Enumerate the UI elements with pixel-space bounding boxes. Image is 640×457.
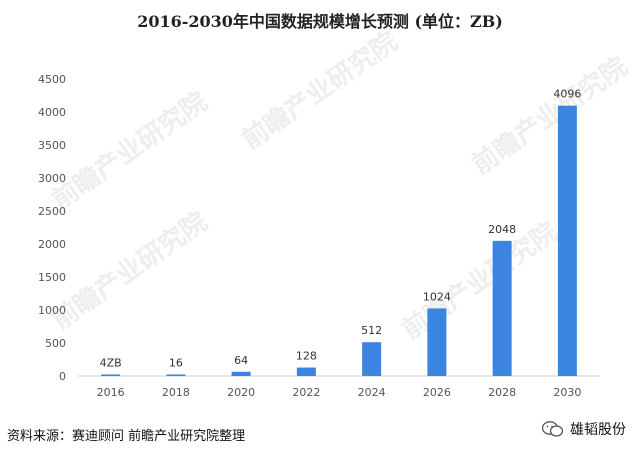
source-note: 资料来源：赛迪顾问 前瞻产业研究院整理 — [7, 429, 246, 444]
data-label: 128 — [296, 350, 317, 363]
y-tick-label: 0 — [59, 370, 66, 383]
y-tick-label: 2500 — [38, 205, 66, 218]
y-tick-label: 4000 — [38, 106, 66, 119]
watermark-text: 前瞻产业研究院 — [396, 216, 563, 346]
data-label: 512 — [361, 324, 382, 337]
x-tick-label: 2024 — [358, 386, 386, 399]
y-tick-label: 3500 — [38, 139, 66, 152]
y-tick-label: 2000 — [38, 238, 66, 251]
y-tick-label: 500 — [45, 337, 66, 350]
bar — [101, 374, 121, 376]
bar — [296, 367, 316, 376]
bar — [427, 308, 447, 376]
chart-title: 2016-2030年中国数据规模增长预测 (单位：ZB) — [137, 12, 503, 31]
bar — [231, 371, 251, 376]
x-tick-label: 2028 — [488, 386, 516, 399]
y-tick-label: 1500 — [38, 271, 66, 284]
bar — [362, 342, 382, 376]
bar — [166, 374, 186, 376]
x-tick-label: 2016 — [97, 386, 125, 399]
wechat-icon — [542, 421, 564, 437]
data-label: 16 — [169, 357, 183, 370]
y-tick-label: 4500 — [38, 73, 66, 86]
data-label: 4ZB — [100, 357, 122, 370]
bar — [492, 240, 512, 376]
data-label: 64 — [234, 354, 248, 367]
x-tick-label: 2026 — [423, 386, 451, 399]
data-label: 2048 — [488, 223, 516, 236]
data-label: 4096 — [553, 88, 581, 101]
data-label: 1024 — [423, 290, 451, 303]
x-tick-label: 2018 — [162, 386, 190, 399]
x-tick-label: 2030 — [553, 386, 581, 399]
x-tick-label: 2022 — [292, 386, 320, 399]
y-tick-label: 1000 — [38, 304, 66, 317]
watermark-text: 前瞻产业研究院 — [236, 26, 403, 156]
bar — [557, 105, 577, 376]
x-tick-label: 2020 — [227, 386, 255, 399]
account-tag: 雄韬股份 — [542, 419, 626, 439]
watermark-text: 前瞻产业研究院 — [46, 86, 213, 216]
watermark-text: 前瞻产业研究院 — [46, 206, 213, 336]
watermark-text: 前瞻产业研究院 — [466, 51, 633, 181]
account-name: 雄韬股份 — [570, 422, 626, 438]
y-tick-label: 3000 — [38, 172, 66, 185]
